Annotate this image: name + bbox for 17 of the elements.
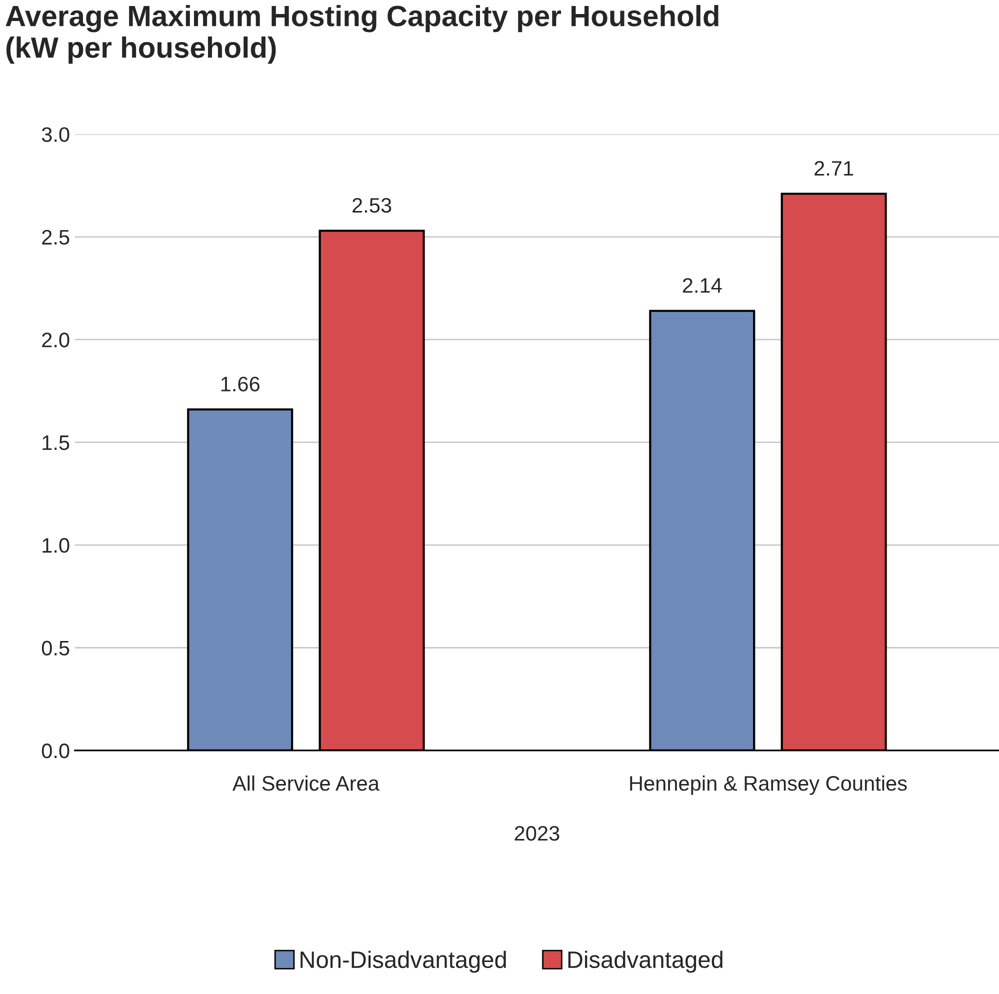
legend-label: Non-Disadvantaged	[300, 950, 506, 973]
y-tick-label: 3.0	[42, 127, 70, 142]
data-label: 2.71	[814, 161, 854, 176]
data-label: 2.14	[682, 278, 722, 293]
data-label: 2.53	[352, 198, 392, 213]
x-tick-label: Hennepin & Ramsey Counties	[630, 775, 907, 795]
y-tick-label: 2.5	[42, 230, 70, 245]
x-axis-title: 2023	[514, 826, 560, 841]
y-tick-label: 0.5	[42, 640, 70, 656]
y-tick-label: 2.0	[42, 332, 70, 348]
y-tick-label: 0.0	[42, 743, 70, 758]
chart-title: Average Maximum Hosting Capacity per Household (kW per household)	[6, 4, 718, 64]
legend-label: Disadvantaged	[568, 950, 722, 973]
y-tick-label: 1.0	[42, 538, 70, 553]
y-tick-label: 1.5	[42, 436, 70, 450]
x-tick-label: All Service Area	[232, 775, 380, 791]
data-label: 1.66	[221, 376, 260, 392]
